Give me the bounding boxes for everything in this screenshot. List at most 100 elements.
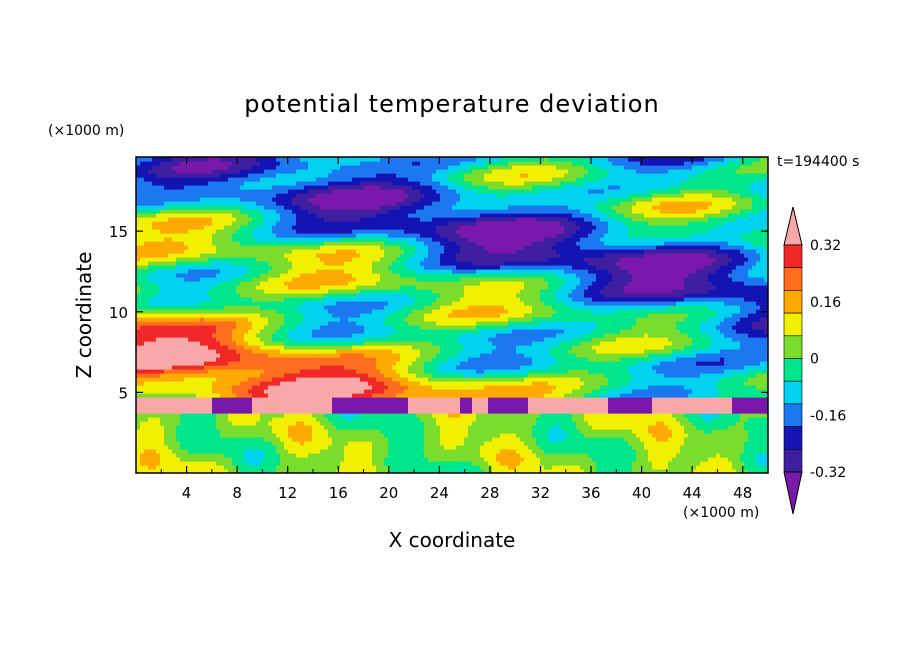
field-cell [176, 437, 181, 442]
field-cell [524, 405, 529, 410]
field-cell [716, 353, 721, 358]
field-cell [180, 445, 185, 450]
field-cell [404, 449, 409, 454]
field-cell [444, 433, 449, 438]
field-cell [228, 369, 233, 374]
field-cell [704, 365, 709, 370]
field-cell [328, 437, 333, 442]
field-cell [564, 421, 569, 426]
field-cell [176, 389, 181, 394]
field-cell [664, 421, 669, 426]
field-cell [692, 421, 697, 426]
field-cell [476, 433, 481, 438]
field-cell [248, 365, 253, 370]
field-cell [556, 429, 561, 434]
field-cell [740, 373, 745, 378]
field-cell [748, 405, 753, 410]
field-cell [552, 377, 557, 382]
field-cell [632, 465, 637, 470]
field-cell [660, 389, 665, 394]
field-cell [184, 361, 189, 366]
field-cell [544, 369, 549, 374]
field-cell [500, 381, 505, 386]
field-cell [600, 457, 605, 462]
field-cell [760, 425, 765, 430]
field-cell [248, 433, 253, 438]
field-cell [764, 425, 768, 430]
field-cell [548, 469, 553, 473]
field-cell [420, 401, 425, 406]
field-cell [236, 405, 241, 410]
field-cell [172, 381, 177, 386]
field-cell [172, 449, 177, 454]
field-cell [428, 381, 433, 386]
field-cell [704, 429, 709, 434]
field-cell [588, 421, 593, 426]
field-cell [480, 453, 485, 458]
field-cell [712, 445, 717, 450]
field-cell [488, 449, 493, 454]
field-cell [440, 453, 445, 458]
field-cell [656, 453, 661, 458]
field-cell [196, 429, 201, 434]
field-cell [612, 397, 617, 402]
field-cell [328, 369, 333, 374]
field-cell [712, 393, 717, 398]
field-cell [504, 397, 509, 402]
field-cell [332, 373, 337, 378]
field-cell [164, 389, 169, 394]
field-cell [148, 389, 153, 394]
field-cell [244, 429, 249, 434]
field-cell [292, 409, 297, 414]
field-cell [204, 373, 209, 378]
field-cell [504, 389, 509, 394]
field-cell [408, 421, 413, 426]
field-cell [524, 381, 529, 386]
field-cell [344, 425, 349, 430]
field-cell [460, 393, 465, 398]
field-cell [424, 345, 429, 350]
field-cell [660, 357, 665, 362]
field-cell [660, 421, 665, 426]
field-cell [216, 345, 221, 350]
field-cell [136, 417, 141, 422]
field-cell [276, 369, 281, 374]
field-cell [472, 369, 477, 374]
field-cell [576, 377, 581, 382]
field-cell [420, 437, 425, 442]
field-cell [216, 349, 221, 354]
field-cell [592, 425, 597, 430]
field-cell [636, 457, 641, 462]
field-cell [188, 465, 193, 470]
field-cell [212, 429, 217, 434]
field-cell [168, 469, 173, 473]
field-cell [232, 389, 237, 394]
field-cell [288, 413, 293, 418]
field-cell [676, 441, 681, 446]
field-cell [720, 417, 725, 422]
field-cell [412, 465, 417, 470]
field-cell [380, 349, 385, 354]
field-cell [692, 385, 697, 390]
field-cell [732, 453, 737, 458]
field-cell [644, 445, 649, 450]
field-cell [204, 441, 209, 446]
field-cell [572, 349, 577, 354]
field-cell [596, 469, 601, 473]
field-cell [756, 409, 761, 414]
field-cell [360, 345, 365, 350]
field-cell [380, 381, 385, 386]
field-cell [188, 457, 193, 462]
field-cell [704, 349, 709, 354]
field-cell [360, 453, 365, 458]
field-cell [468, 397, 473, 402]
field-cell [576, 401, 581, 406]
field-cell [716, 365, 721, 370]
field-cell [476, 401, 481, 406]
field-cell [576, 353, 581, 358]
field-cell [436, 369, 441, 374]
field-cell [456, 417, 461, 422]
field-cell [192, 417, 197, 422]
field-cell [336, 385, 341, 390]
field-cell [396, 397, 401, 402]
